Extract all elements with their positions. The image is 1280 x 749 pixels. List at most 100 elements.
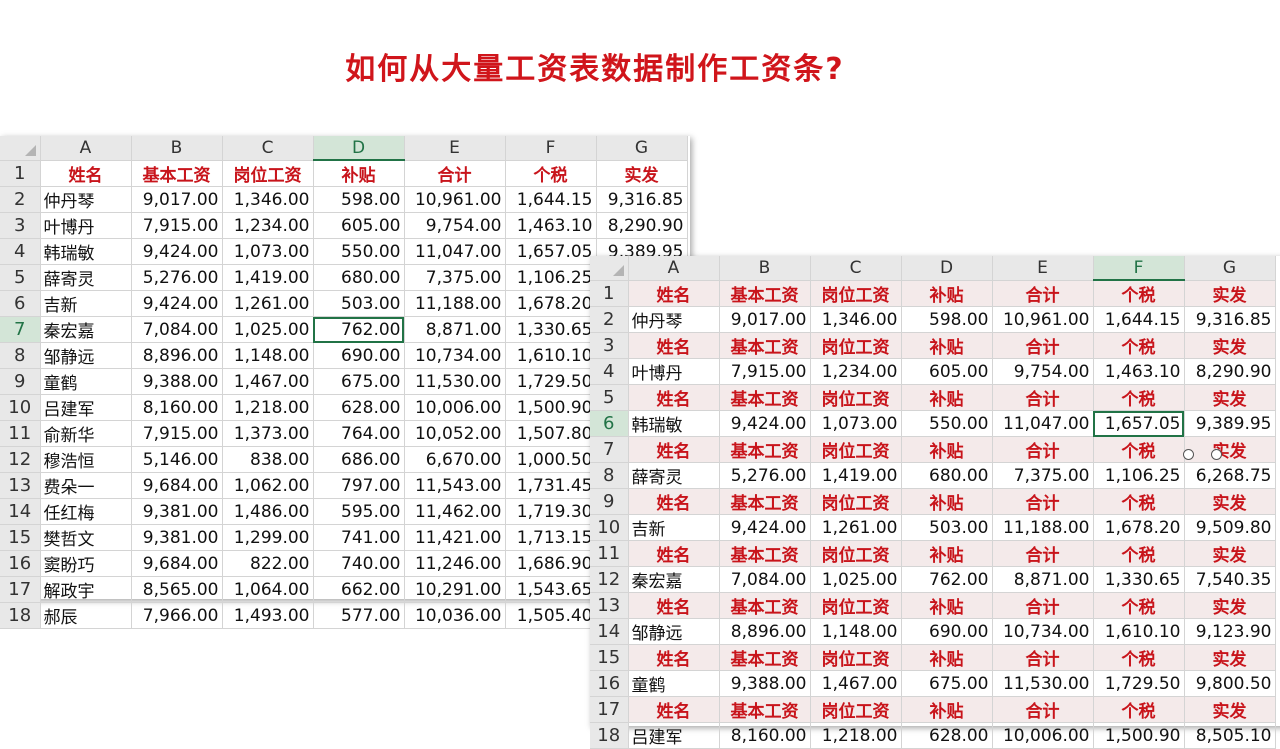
- header-cell[interactable]: 合计: [992, 696, 1094, 724]
- value-cell[interactable]: 10,961.00: [404, 186, 506, 214]
- value-cell[interactable]: 8,160.00: [719, 722, 811, 749]
- column-header-b[interactable]: B: [131, 136, 223, 161]
- value-cell[interactable]: 11,530.00: [992, 670, 1094, 698]
- header-cell[interactable]: 个税: [505, 160, 597, 188]
- value-cell[interactable]: 838.00: [222, 446, 314, 474]
- header-cell[interactable]: 合计: [992, 280, 1094, 308]
- value-cell[interactable]: 11,462.00: [404, 498, 506, 526]
- value-cell[interactable]: 6,670.00: [404, 446, 506, 474]
- row-header[interactable]: 16: [590, 670, 629, 698]
- header-cell[interactable]: 姓名: [40, 160, 132, 188]
- value-cell[interactable]: 762.00: [901, 566, 993, 594]
- value-cell[interactable]: 690.00: [901, 618, 993, 646]
- column-header-a[interactable]: A: [628, 256, 720, 281]
- header-cell[interactable]: 岗位工资: [810, 644, 902, 672]
- value-cell[interactable]: 10,961.00: [992, 306, 1094, 334]
- value-cell[interactable]: 1,610.10: [505, 342, 597, 370]
- value-cell[interactable]: 9,754.00: [404, 212, 506, 240]
- value-cell[interactable]: 1,148.00: [222, 342, 314, 370]
- select-all-corner[interactable]: [0, 136, 41, 161]
- name-cell[interactable]: 穆浩恒: [40, 446, 132, 474]
- value-cell[interactable]: 9,424.00: [131, 290, 223, 318]
- value-cell[interactable]: 740.00: [313, 550, 405, 578]
- header-cell[interactable]: 实发: [1184, 540, 1276, 568]
- value-cell[interactable]: 1,729.50: [1093, 670, 1185, 698]
- value-cell[interactable]: 741.00: [313, 524, 405, 552]
- value-cell[interactable]: 628.00: [901, 722, 993, 749]
- header-cell[interactable]: 个税: [1093, 436, 1185, 464]
- row-header[interactable]: 1: [590, 280, 629, 308]
- value-cell[interactable]: 1,686.90: [505, 550, 597, 578]
- value-cell[interactable]: 11,246.00: [404, 550, 506, 578]
- value-cell[interactable]: 1,299.00: [222, 524, 314, 552]
- value-cell[interactable]: 822.00: [222, 550, 314, 578]
- value-cell[interactable]: 9,381.00: [131, 498, 223, 526]
- name-cell[interactable]: 叶博丹: [628, 358, 720, 386]
- header-cell[interactable]: 个税: [1093, 696, 1185, 724]
- header-cell[interactable]: 补贴: [901, 332, 993, 360]
- value-cell[interactable]: 9,509.80: [1184, 514, 1276, 542]
- value-cell[interactable]: 686.00: [313, 446, 405, 474]
- value-cell[interactable]: 1,463.10: [505, 212, 597, 240]
- value-cell[interactable]: 8,871.00: [992, 566, 1094, 594]
- value-cell[interactable]: 1,467.00: [222, 368, 314, 396]
- header-cell[interactable]: 补贴: [901, 384, 993, 412]
- row-header[interactable]: 13: [0, 472, 41, 500]
- header-cell[interactable]: 补贴: [901, 540, 993, 568]
- column-header-f[interactable]: F: [505, 136, 597, 161]
- header-cell[interactable]: 姓名: [628, 592, 720, 620]
- name-cell[interactable]: 韩瑞敏: [40, 238, 132, 266]
- header-cell[interactable]: 补贴: [901, 592, 993, 620]
- header-cell[interactable]: 个税: [1093, 488, 1185, 516]
- row-header[interactable]: 9: [590, 488, 629, 516]
- header-cell[interactable]: 岗位工资: [810, 436, 902, 464]
- value-cell[interactable]: 9,388.00: [131, 368, 223, 396]
- name-cell[interactable]: 叶博丹: [40, 212, 132, 240]
- header-cell[interactable]: 岗位工资: [810, 332, 902, 360]
- row-header[interactable]: 15: [590, 644, 629, 672]
- name-cell[interactable]: 郝辰: [40, 602, 132, 630]
- value-cell[interactable]: 7,084.00: [719, 566, 811, 594]
- value-cell[interactable]: 8,290.90: [596, 212, 688, 240]
- value-cell[interactable]: 10,052.00: [404, 420, 506, 448]
- header-cell[interactable]: 合计: [404, 160, 506, 188]
- value-cell[interactable]: 1,644.15: [505, 186, 597, 214]
- value-cell[interactable]: 598.00: [901, 306, 993, 334]
- header-cell[interactable]: 合计: [992, 540, 1094, 568]
- value-cell[interactable]: 6,268.75: [1184, 462, 1276, 490]
- value-cell[interactable]: 9,017.00: [719, 306, 811, 334]
- column-header-f[interactable]: F: [1093, 256, 1185, 282]
- header-cell[interactable]: 姓名: [628, 540, 720, 568]
- value-cell[interactable]: 1,657.05: [505, 238, 597, 266]
- value-cell[interactable]: 1,073.00: [222, 238, 314, 266]
- row-header[interactable]: 3: [590, 332, 629, 360]
- value-cell[interactable]: 1,218.00: [222, 394, 314, 422]
- header-cell[interactable]: 补贴: [901, 280, 993, 308]
- value-cell[interactable]: 8,896.00: [131, 342, 223, 370]
- value-cell[interactable]: 10,036.00: [404, 602, 506, 630]
- header-cell[interactable]: 姓名: [628, 384, 720, 412]
- value-cell[interactable]: 7,375.00: [404, 264, 506, 292]
- column-header-e[interactable]: E: [404, 136, 506, 161]
- header-cell[interactable]: 个税: [1093, 384, 1185, 412]
- value-cell[interactable]: 797.00: [313, 472, 405, 500]
- value-cell[interactable]: 690.00: [313, 342, 405, 370]
- name-cell[interactable]: 薛寄灵: [628, 462, 720, 490]
- header-cell[interactable]: 岗位工资: [810, 488, 902, 516]
- name-cell[interactable]: 韩瑞敏: [628, 410, 720, 438]
- column-header-b[interactable]: B: [719, 256, 811, 281]
- header-cell[interactable]: 合计: [992, 436, 1094, 464]
- header-cell[interactable]: 姓名: [628, 488, 720, 516]
- row-header[interactable]: 1: [0, 160, 41, 188]
- value-cell[interactable]: 1,148.00: [810, 618, 902, 646]
- header-cell[interactable]: 实发: [1184, 488, 1276, 516]
- value-cell[interactable]: 662.00: [313, 576, 405, 604]
- value-cell[interactable]: 1,062.00: [222, 472, 314, 500]
- value-cell[interactable]: 1,543.65: [505, 576, 597, 604]
- value-cell[interactable]: 680.00: [313, 264, 405, 292]
- header-cell[interactable]: 实发: [1184, 696, 1276, 724]
- value-cell[interactable]: 11,047.00: [404, 238, 506, 266]
- header-cell[interactable]: 岗位工资: [222, 160, 314, 188]
- value-cell[interactable]: 1,218.00: [810, 722, 902, 749]
